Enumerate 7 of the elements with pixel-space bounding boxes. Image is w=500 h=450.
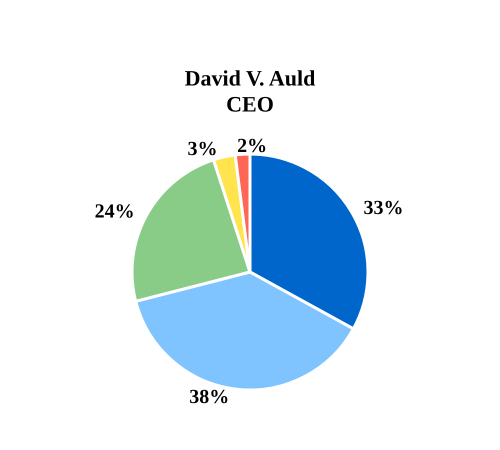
data-label: 2% bbox=[237, 135, 268, 158]
data-label: 33% bbox=[363, 196, 404, 219]
chart-subtitle: CEO bbox=[226, 92, 274, 116]
data-label: 3% bbox=[188, 138, 218, 160]
data-label: 38% bbox=[189, 386, 230, 408]
chart-title: David V. Auld bbox=[184, 66, 316, 90]
data-label: 24% bbox=[94, 200, 135, 222]
